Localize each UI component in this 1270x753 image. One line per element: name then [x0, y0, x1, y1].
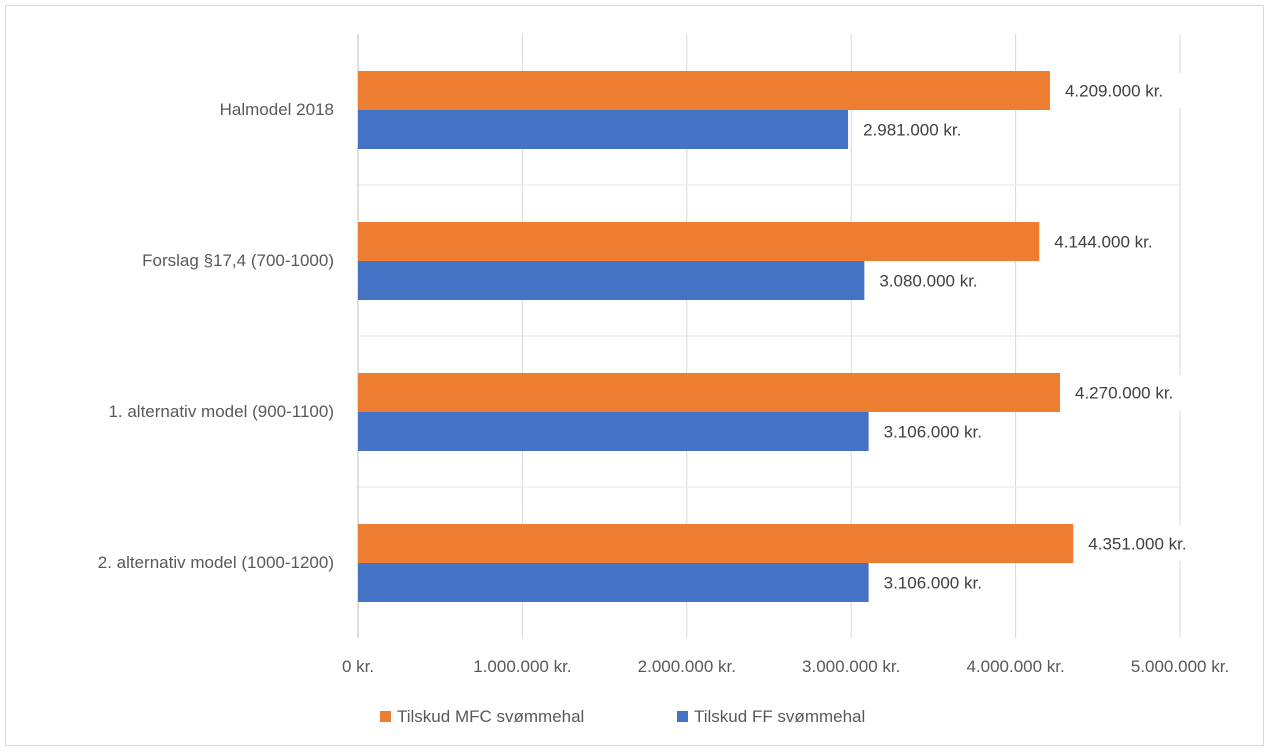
category-label: 1. alternativ model (900-1100)	[108, 402, 334, 421]
x-tick-label: 2.000.000 kr.	[638, 657, 736, 676]
data-labels: 4.209.000 kr. 2.981.000 kr. 4.144.000 kr. 3…	[852, 73, 1214, 600]
data-label-background	[1063, 375, 1200, 410]
data-label-background	[872, 565, 1009, 600]
data-label: 4.209.000 kr.	[1065, 82, 1163, 101]
chart-frame: Halmodel 2018 Forslag §17,4 (700-1000) 1. …	[5, 5, 1264, 746]
data-label-background	[1053, 73, 1190, 108]
data-label-background	[872, 414, 1009, 449]
legend-label: Tilskud FF svømmehal	[694, 707, 865, 726]
data-label: 4.270.000 kr.	[1075, 384, 1173, 403]
bar-mfc	[358, 222, 1040, 261]
legend-swatch	[380, 711, 391, 722]
x-tick-label: 1.000.000 kr.	[473, 657, 571, 676]
data-label: 3.080.000 kr.	[879, 272, 977, 291]
data-label: 4.144.000 kr.	[1054, 233, 1152, 252]
x-tick-label: 4.000.000 kr.	[966, 657, 1064, 676]
data-label-background	[868, 263, 1005, 298]
data-label-background	[852, 112, 989, 147]
bar-ff	[358, 261, 865, 300]
bar-ff	[358, 563, 869, 602]
data-label: 4.351.000 kr.	[1088, 535, 1186, 554]
data-label: 2.981.000 kr.	[863, 121, 961, 140]
legend-label: Tilskud MFC svømmehal	[397, 707, 584, 726]
data-label: 3.106.000 kr.	[884, 423, 982, 442]
legend: Tilskud MFC svømmehal Tilskud FF svømmeha…	[380, 707, 865, 726]
x-tick-label: 0 kr.	[342, 657, 374, 676]
bar-mfc	[358, 71, 1050, 110]
bar-mfc	[358, 524, 1074, 563]
x-tick-label: 3.000.000 kr.	[802, 657, 900, 676]
category-label: 2. alternativ model (1000-1200)	[98, 553, 334, 572]
bar-ff	[358, 110, 849, 149]
data-label-background	[1077, 526, 1214, 561]
category-labels: Halmodel 2018 Forslag §17,4 (700-1000) 1. …	[98, 100, 334, 572]
data-label: 3.106.000 kr.	[884, 574, 982, 593]
bars	[358, 71, 1074, 602]
bar-mfc	[358, 373, 1060, 412]
bar-ff	[358, 412, 869, 451]
category-label: Halmodel 2018	[220, 100, 334, 119]
legend-swatch	[677, 711, 688, 722]
x-tick-label: 5.000.000 kr.	[1131, 657, 1229, 676]
bar-chart: Halmodel 2018 Forslag §17,4 (700-1000) 1. …	[98, 34, 1229, 726]
category-label: Forslag §17,4 (700-1000)	[142, 251, 334, 270]
data-label-background	[1043, 224, 1180, 259]
tick-labels: 0 kr. 1.000.000 kr. 2.000.000 kr. 3.000.000…	[342, 657, 1229, 676]
